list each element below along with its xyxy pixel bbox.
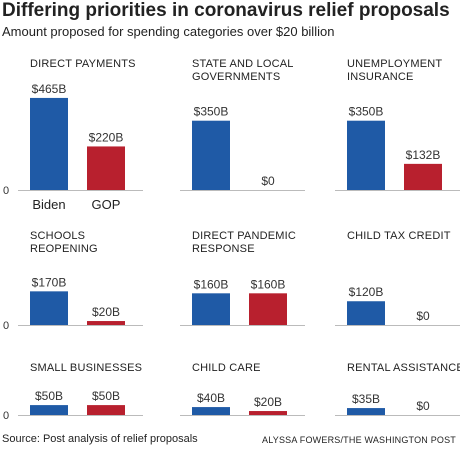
value-label: $0 xyxy=(261,174,275,188)
panel-title: UNEMPLOYMENT INSURANCE xyxy=(347,58,443,83)
bar xyxy=(192,407,230,415)
value-label: $20B xyxy=(92,305,120,319)
source: Source: Post analysis of relief proposal… xyxy=(2,433,198,445)
value-label: $0 xyxy=(416,309,430,323)
panel-title: DIRECT PANDEMIC RESPONSE xyxy=(192,230,297,255)
value-label: $20B xyxy=(254,395,282,409)
panel-title: CHILD CARE xyxy=(192,362,261,374)
panel-title: DIRECT PAYMENTS xyxy=(30,58,136,70)
category-label: Biden xyxy=(32,197,65,212)
bar xyxy=(249,293,287,325)
bar xyxy=(87,146,125,190)
subtitle: Amount proposed for spending categories … xyxy=(2,24,335,39)
panel-title: RENTAL ASSISTANCE xyxy=(347,362,460,374)
value-label: $170B xyxy=(32,275,67,289)
panel-title: CHILD TAX CREDIT xyxy=(347,230,451,242)
value-label: $350B xyxy=(194,105,229,119)
bar xyxy=(192,293,230,325)
panel-title: SMALL BUSINESSES xyxy=(30,362,143,374)
panel-title: STATE AND LOCAL GOVERNMENTS xyxy=(192,58,294,83)
y-tick-label: 0 xyxy=(3,410,9,422)
bar xyxy=(249,411,287,415)
credit: ALYSSA FOWERS/THE WASHINGTON POST xyxy=(262,435,456,445)
page-title: Differing priorities in coronavirus reli… xyxy=(2,0,450,21)
y-tick-label: 0 xyxy=(3,320,9,332)
value-label: $35B xyxy=(352,392,380,406)
bar xyxy=(87,405,125,415)
value-label: $220B xyxy=(89,130,124,144)
value-label: $350B xyxy=(349,105,384,119)
bar xyxy=(404,163,442,190)
value-label: $160B xyxy=(194,277,229,291)
value-label: $465B xyxy=(32,82,67,96)
panel-title: SCHOOLS REOPENING xyxy=(30,230,98,255)
bar xyxy=(87,321,125,325)
bar xyxy=(30,291,68,325)
value-label: $0 xyxy=(416,399,430,413)
bar xyxy=(347,120,385,190)
value-label: $50B xyxy=(35,389,63,403)
value-label: $160B xyxy=(251,277,286,291)
value-label: $40B xyxy=(197,391,225,405)
value-label: $120B xyxy=(349,285,384,299)
bar xyxy=(30,97,68,190)
value-label: $50B xyxy=(92,389,120,403)
bar xyxy=(347,301,385,325)
category-label: GOP xyxy=(92,197,121,212)
y-tick-label: 0 xyxy=(3,185,9,197)
bar xyxy=(30,405,68,415)
bar xyxy=(347,408,385,415)
value-label: $132B xyxy=(406,148,441,162)
bar xyxy=(192,120,230,190)
